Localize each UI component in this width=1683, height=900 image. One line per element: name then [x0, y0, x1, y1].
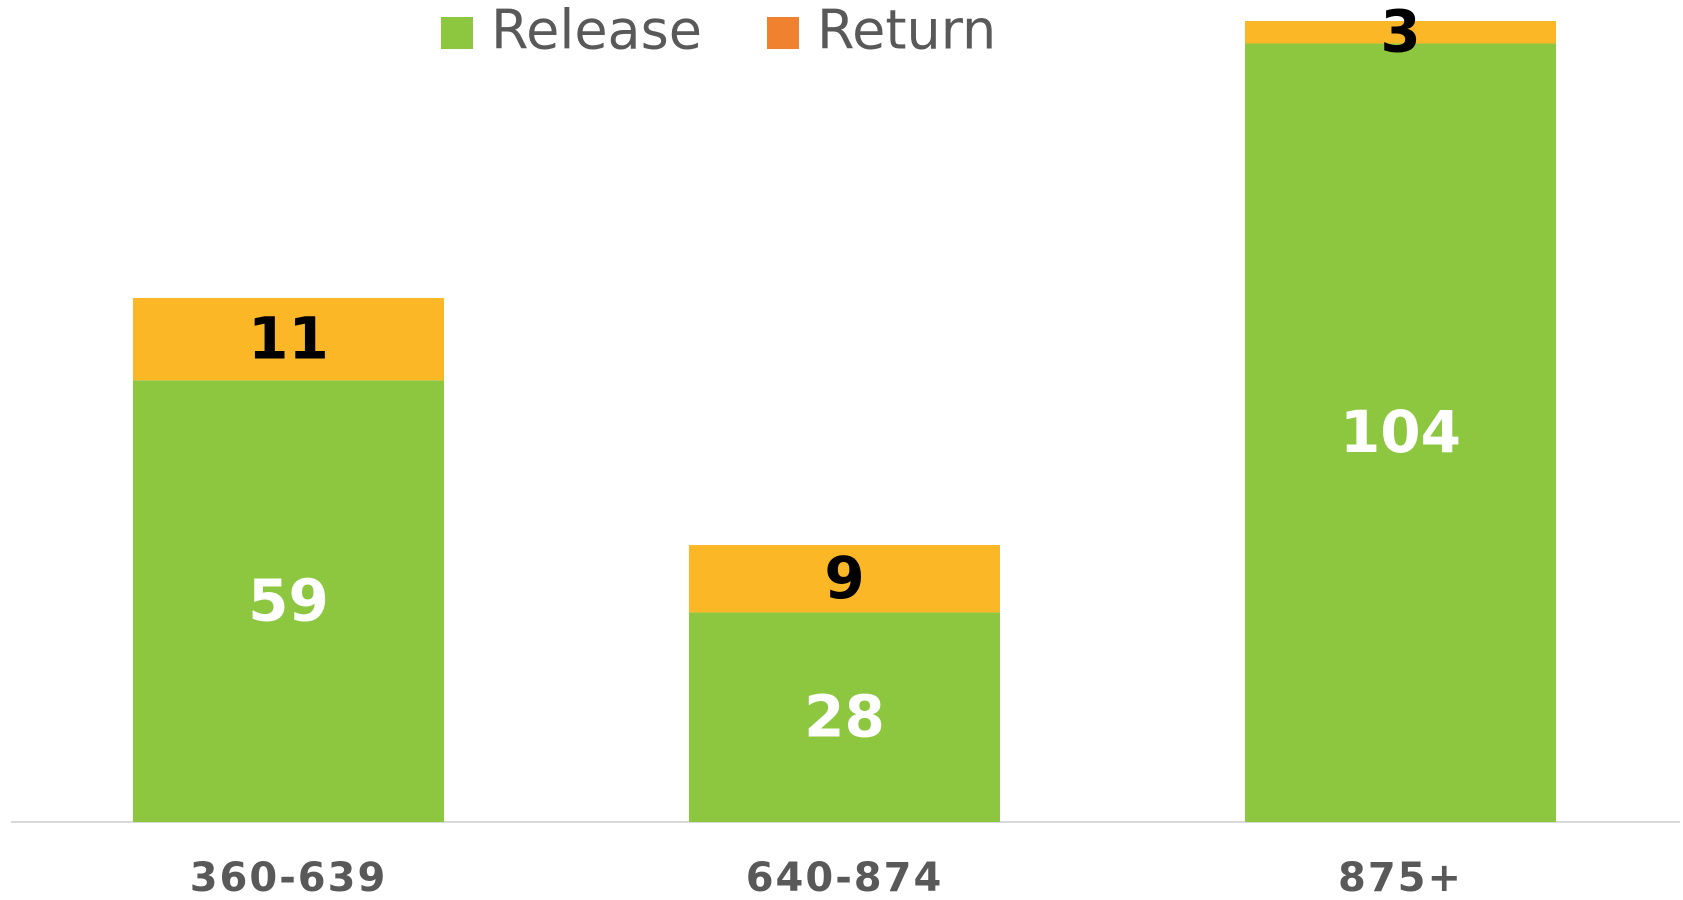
data-label: 11 — [248, 304, 329, 372]
bar-segment — [133, 380, 444, 822]
data-label: 104 — [1340, 398, 1461, 466]
x-tick-label: 640-874 — [746, 855, 944, 900]
legend-swatch — [441, 17, 473, 49]
bar-segment — [1245, 43, 1556, 822]
data-label: 59 — [248, 566, 329, 634]
data-label: 28 — [804, 682, 885, 750]
bar-segment — [1245, 21, 1556, 44]
bar-segment — [133, 297, 444, 381]
x-tick-label: 360-639 — [190, 855, 388, 900]
legend-swatch — [767, 17, 799, 49]
bar-segment — [689, 612, 1000, 822]
x-tick-label: 875+ — [1338, 855, 1463, 900]
legend-label: Return — [817, 0, 996, 62]
legend-label: Release — [491, 0, 702, 62]
data-label: 3 — [1380, 0, 1420, 65]
bar-segment — [689, 545, 1000, 613]
data-label: 9 — [824, 544, 864, 612]
